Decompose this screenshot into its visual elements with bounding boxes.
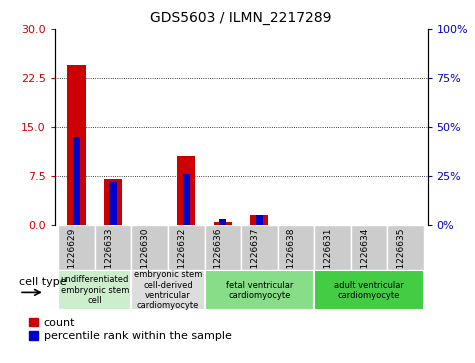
FancyBboxPatch shape [95, 225, 132, 270]
FancyBboxPatch shape [241, 225, 277, 270]
Legend: count, percentile rank within the sample: count, percentile rank within the sample [29, 318, 232, 341]
Text: GSM1226633: GSM1226633 [104, 227, 113, 288]
FancyBboxPatch shape [168, 225, 205, 270]
FancyBboxPatch shape [132, 225, 168, 270]
Text: fetal ventricular
cardiomyocyte: fetal ventricular cardiomyocyte [226, 281, 293, 300]
Bar [250, 215, 268, 225]
Text: GSM1226636: GSM1226636 [214, 227, 223, 288]
Text: GSM1226632: GSM1226632 [177, 227, 186, 288]
Bar [109, 182, 117, 225]
Bar [219, 219, 227, 225]
FancyBboxPatch shape [58, 225, 95, 270]
FancyBboxPatch shape [58, 270, 132, 310]
Text: GSM1226635: GSM1226635 [397, 227, 406, 288]
Text: cell type: cell type [19, 277, 67, 287]
FancyBboxPatch shape [314, 270, 424, 310]
FancyBboxPatch shape [277, 225, 314, 270]
Text: GSM1226629: GSM1226629 [67, 227, 76, 288]
Title: GDS5603 / ILMN_2217289: GDS5603 / ILMN_2217289 [150, 11, 332, 25]
Text: GSM1226634: GSM1226634 [360, 227, 369, 288]
Bar [177, 156, 195, 225]
Bar [214, 222, 232, 225]
Bar [73, 137, 80, 225]
FancyBboxPatch shape [351, 225, 387, 270]
FancyBboxPatch shape [132, 270, 205, 310]
FancyBboxPatch shape [205, 225, 241, 270]
Bar [256, 215, 263, 225]
Bar [182, 174, 190, 225]
Text: GSM1226637: GSM1226637 [250, 227, 259, 288]
Text: embryonic stem
cell-derived
ventricular
cardiomyocyte: embryonic stem cell-derived ventricular … [134, 270, 202, 310]
Text: undifferentiated
embryonic stem
cell: undifferentiated embryonic stem cell [61, 276, 129, 305]
FancyBboxPatch shape [314, 225, 351, 270]
Text: GSM1226630: GSM1226630 [141, 227, 150, 288]
FancyBboxPatch shape [387, 225, 424, 270]
Bar [67, 65, 86, 225]
Text: GSM1226631: GSM1226631 [323, 227, 332, 288]
Bar [104, 179, 122, 225]
Text: GSM1226638: GSM1226638 [287, 227, 296, 288]
Text: adult ventricular
cardiomyocyte: adult ventricular cardiomyocyte [334, 281, 404, 300]
FancyBboxPatch shape [205, 270, 314, 310]
